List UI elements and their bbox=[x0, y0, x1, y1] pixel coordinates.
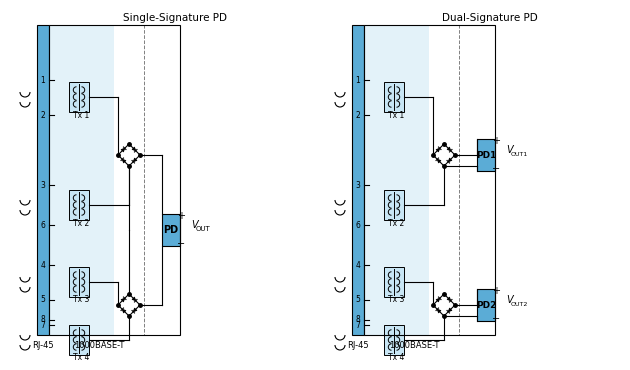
Text: +: + bbox=[177, 211, 185, 221]
Text: 6: 6 bbox=[40, 221, 45, 229]
FancyBboxPatch shape bbox=[384, 82, 404, 112]
Text: PD1: PD1 bbox=[476, 151, 496, 159]
Bar bbox=[352, 25, 364, 335]
Polygon shape bbox=[134, 158, 137, 162]
Text: 3: 3 bbox=[40, 181, 45, 189]
Polygon shape bbox=[449, 308, 452, 312]
Polygon shape bbox=[132, 147, 135, 151]
Polygon shape bbox=[132, 297, 135, 301]
Text: 1: 1 bbox=[40, 75, 45, 84]
Polygon shape bbox=[121, 148, 125, 152]
Text: +: + bbox=[492, 286, 500, 296]
Text: Tx 1: Tx 1 bbox=[388, 111, 404, 120]
Text: OUT1: OUT1 bbox=[511, 151, 528, 157]
FancyBboxPatch shape bbox=[69, 190, 89, 220]
Text: +: + bbox=[492, 136, 500, 146]
Text: Tx 2: Tx 2 bbox=[388, 219, 404, 228]
Text: Single-Signature PD: Single-Signature PD bbox=[123, 13, 227, 23]
Text: 8: 8 bbox=[355, 316, 360, 324]
Text: 2: 2 bbox=[40, 111, 45, 120]
Text: Tx 1: Tx 1 bbox=[73, 111, 89, 120]
Polygon shape bbox=[436, 148, 440, 152]
Text: 5: 5 bbox=[40, 296, 45, 305]
Bar bbox=[49, 25, 144, 335]
Polygon shape bbox=[447, 147, 450, 151]
FancyBboxPatch shape bbox=[49, 25, 114, 335]
Text: Tx 2: Tx 2 bbox=[73, 219, 89, 228]
Bar bbox=[37, 25, 49, 335]
Polygon shape bbox=[121, 298, 125, 302]
Text: V: V bbox=[191, 220, 198, 230]
FancyBboxPatch shape bbox=[69, 82, 89, 112]
Text: OUT: OUT bbox=[196, 226, 211, 232]
FancyBboxPatch shape bbox=[162, 214, 180, 246]
Text: Tx 3: Tx 3 bbox=[73, 296, 89, 305]
Text: −: − bbox=[492, 314, 500, 324]
FancyBboxPatch shape bbox=[69, 325, 89, 355]
Text: 4: 4 bbox=[40, 260, 45, 269]
Polygon shape bbox=[436, 298, 440, 302]
FancyBboxPatch shape bbox=[384, 190, 404, 220]
Text: 3: 3 bbox=[355, 181, 360, 189]
Text: Tx 4: Tx 4 bbox=[73, 353, 89, 363]
FancyBboxPatch shape bbox=[364, 25, 429, 335]
FancyBboxPatch shape bbox=[384, 267, 404, 297]
Text: 2: 2 bbox=[355, 111, 360, 120]
Text: 7: 7 bbox=[40, 320, 45, 330]
Text: Tx 3: Tx 3 bbox=[388, 296, 404, 305]
Text: 1000BASE-T: 1000BASE-T bbox=[389, 340, 439, 350]
Text: Dual-Signature PD: Dual-Signature PD bbox=[442, 13, 538, 23]
Text: −: − bbox=[177, 239, 185, 249]
Text: PD2: PD2 bbox=[476, 300, 496, 309]
Text: PD: PD bbox=[163, 225, 178, 235]
Text: V: V bbox=[506, 145, 513, 155]
Bar bbox=[364, 25, 459, 335]
Text: 1000BASE-T: 1000BASE-T bbox=[74, 340, 124, 350]
Polygon shape bbox=[447, 297, 450, 301]
FancyBboxPatch shape bbox=[477, 139, 495, 171]
FancyBboxPatch shape bbox=[69, 267, 89, 297]
Polygon shape bbox=[122, 309, 126, 313]
FancyBboxPatch shape bbox=[477, 289, 495, 321]
Text: −: − bbox=[492, 164, 500, 174]
Text: RJ-45: RJ-45 bbox=[32, 340, 54, 350]
Polygon shape bbox=[437, 159, 441, 163]
Text: 6: 6 bbox=[355, 221, 360, 229]
Text: Tx 4: Tx 4 bbox=[388, 353, 404, 363]
Polygon shape bbox=[449, 158, 452, 162]
Text: 4: 4 bbox=[355, 260, 360, 269]
Text: 8: 8 bbox=[40, 316, 45, 324]
Text: 5: 5 bbox=[355, 296, 360, 305]
Polygon shape bbox=[134, 308, 137, 312]
Polygon shape bbox=[437, 309, 441, 313]
Polygon shape bbox=[122, 159, 126, 163]
Text: RJ-45: RJ-45 bbox=[347, 340, 369, 350]
Bar bbox=[49, 25, 180, 335]
Bar bbox=[364, 25, 495, 335]
Text: 7: 7 bbox=[355, 320, 360, 330]
FancyBboxPatch shape bbox=[384, 325, 404, 355]
Text: OUT2: OUT2 bbox=[511, 302, 529, 306]
Text: V: V bbox=[506, 295, 513, 305]
Text: 1: 1 bbox=[355, 75, 360, 84]
